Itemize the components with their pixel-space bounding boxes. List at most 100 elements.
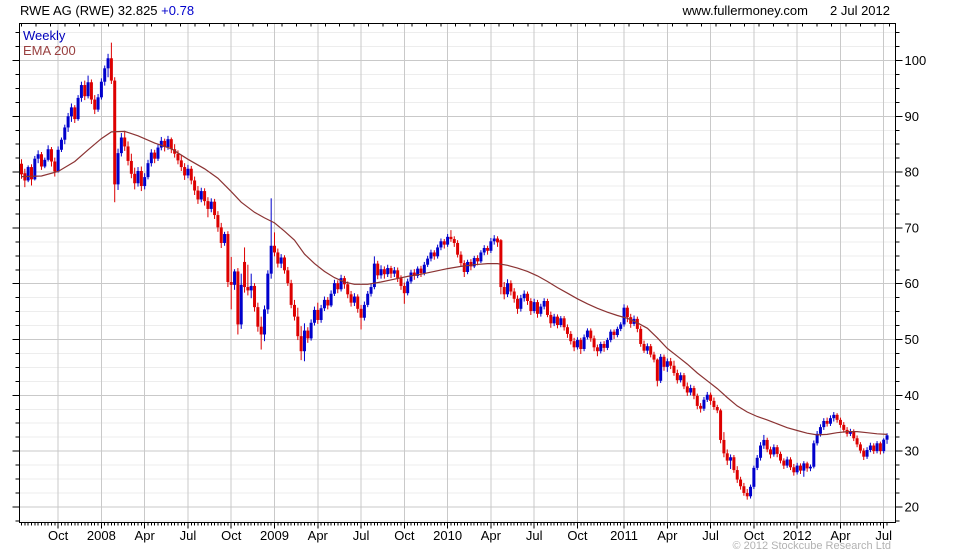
candle-body [56,149,60,172]
candle-body [735,470,739,480]
candle-body [432,252,436,257]
candle-body [529,300,533,312]
candle-body [392,270,396,274]
candle-body [506,283,510,295]
candle-body [772,447,776,455]
candle-body [635,318,639,329]
candle-body [109,58,113,81]
candle-body [436,247,440,257]
candle-body [93,99,97,110]
candle-body [339,278,343,290]
candle-body [89,82,93,100]
candle-body [722,439,726,454]
y-tick-label: 20 [905,499,919,514]
candle-body [246,287,250,291]
candle-body [462,263,466,272]
x-tick-label: 2008 [87,528,116,543]
candle-body [239,284,243,325]
candle-body [446,236,450,245]
candle-body [59,139,63,150]
candle-body [346,284,350,295]
candle-body [49,149,53,162]
candle-body [236,271,240,325]
candle-body [579,340,583,349]
candle-body [326,299,330,306]
candle-body [882,439,886,452]
candle-body [26,167,30,181]
candle-body [592,338,596,348]
candle-body [469,261,473,267]
candle-body [36,154,40,159]
candle-body [269,245,273,274]
candle-body [818,427,822,434]
candle-body [828,418,832,424]
candle-body [256,307,260,327]
candle-body [802,463,806,471]
candle-body [279,257,283,264]
candle-body [689,388,693,393]
candle-body [512,291,516,299]
x-tick-label: Apr [135,528,156,543]
candle-body [545,300,549,315]
candle-body [226,234,230,283]
candle-body [769,449,773,455]
candle-body [66,116,70,128]
candle-body [685,386,689,393]
candle-body [745,492,749,497]
candle-body [875,443,879,452]
x-tick-label: Jul [875,528,892,543]
x-tick-label: Apr [657,528,678,543]
candle-body [552,316,556,324]
candle-body [715,407,719,411]
candle-body [99,81,103,98]
candle-body [855,438,859,445]
candle-body [582,337,586,349]
candle-body [183,167,187,176]
candle-body [605,340,609,348]
candle-body [119,137,123,154]
candle-body [872,445,876,452]
candle-body [442,241,446,245]
candle-body [516,298,520,309]
candle-body [452,239,456,243]
candle-body [625,307,629,318]
candle-body [416,268,420,276]
candle-body [406,281,410,294]
candle-body [848,431,852,434]
candle-body [559,318,563,325]
candle-body [213,201,217,216]
y-tick-label: 70 [905,220,919,235]
candle-body [555,316,559,325]
candle-body [29,167,33,180]
candle-body [103,68,107,82]
candle-body [712,400,716,408]
candle-body [46,149,50,160]
candle-body [139,170,143,187]
candle-body [86,82,90,97]
candle-body [565,327,569,334]
candle-body [482,247,486,253]
candle-body [123,137,127,147]
candle-body [655,359,659,381]
candle-body [179,160,183,168]
candle-body [755,457,759,468]
candle-body [186,168,190,176]
candle-body [426,258,430,265]
candle-body [749,486,753,497]
candle-body [449,236,453,240]
candle-body [276,252,280,264]
candle-body [63,127,67,140]
candle-body [835,414,839,420]
candle-body [39,154,43,167]
candle-body [639,328,643,344]
candle-body [825,420,829,424]
candle-body [878,443,882,452]
candle-body [83,85,87,97]
candle-body [476,258,480,262]
candle-body [332,283,336,294]
candle-body [243,261,247,288]
candle-body [349,294,353,303]
candle-body [379,269,383,276]
candle-body [665,361,669,367]
